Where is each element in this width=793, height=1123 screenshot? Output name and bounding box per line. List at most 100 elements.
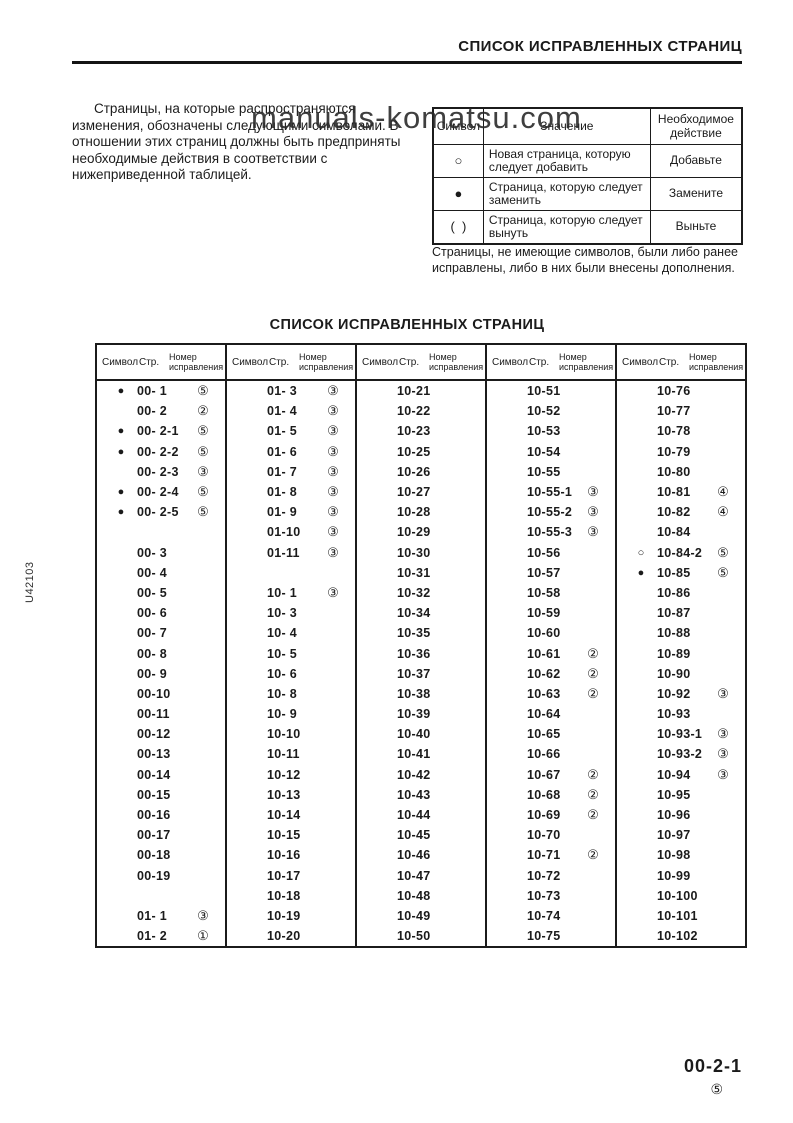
row-revision: ③ xyxy=(587,484,599,500)
row-symbol: ● xyxy=(117,385,125,398)
row-page: 10-59 xyxy=(527,606,561,621)
group-header-page: Стр. xyxy=(659,356,680,368)
row-revision: ⑤ xyxy=(197,504,209,520)
row-page: 10-25 xyxy=(397,444,431,459)
table-row: 10-76 xyxy=(617,381,745,401)
row-revision: ③ xyxy=(327,584,339,600)
row-page: 10-56 xyxy=(527,545,561,560)
row-revision: ③ xyxy=(327,544,339,560)
table-row: 10-51 xyxy=(487,381,615,401)
table-row: 10-70 xyxy=(487,825,615,845)
row-revision: ⑤ xyxy=(717,564,729,580)
row-page: 10-96 xyxy=(657,808,691,823)
row-page: 10-29 xyxy=(397,525,431,540)
row-page: 10-66 xyxy=(527,747,561,762)
revision-table-group: Символ Стр. Номер исправления ● 00- 1 ⑤ 00- 2 ②… xyxy=(97,345,227,947)
legend-meaning: Новая страница, которую следует добавить xyxy=(482,144,651,178)
row-revision: ③ xyxy=(327,443,339,459)
table-row: 10-29 xyxy=(357,522,485,542)
row-page: 10-78 xyxy=(657,424,691,439)
row-page: 10-53 xyxy=(527,424,561,439)
row-revision: ② xyxy=(587,685,599,701)
table-row: 01- 4 ③ xyxy=(227,401,355,421)
table-row: 10- 6 xyxy=(227,664,355,684)
table-row: 10-32 xyxy=(357,583,485,603)
table-row: 10-20 xyxy=(227,926,355,946)
table-row: 01-11 ③ xyxy=(227,543,355,563)
row-page: 10-89 xyxy=(657,646,691,661)
legend-row: ● Страница, которую следует заменить Замен… xyxy=(432,177,743,211)
row-page: 01-10 xyxy=(267,525,301,540)
revision-table-group: Символ Стр. Номер исправления 10-76 10-77 10-… xyxy=(617,345,747,947)
group-header-revnum: Номер исправления xyxy=(299,351,354,373)
row-page: 00- 2-5 xyxy=(137,505,179,520)
table-row: 10-43 xyxy=(357,785,485,805)
row-page: 00-10 xyxy=(137,686,171,701)
row-page: 10-102 xyxy=(657,929,698,944)
row-page: 10-84 xyxy=(657,525,691,540)
table-row: 10-65 xyxy=(487,724,615,744)
row-page: 01- 3 xyxy=(267,384,297,399)
table-row: 10-17 xyxy=(227,866,355,886)
table-row: 10-89 xyxy=(617,643,745,663)
row-page: 10-99 xyxy=(657,868,691,883)
row-page: 01- 4 xyxy=(267,404,297,419)
row-revision: ③ xyxy=(327,524,339,540)
row-page: 10-100 xyxy=(657,888,698,903)
table-row: 10-58 xyxy=(487,583,615,603)
table-row: 10-54 xyxy=(487,442,615,462)
legend-header-symbol: Символ xyxy=(432,107,484,145)
row-page: 01- 9 xyxy=(267,505,297,520)
row-revision: ⑤ xyxy=(717,544,729,560)
table-row: ● 00- 2-5 ⑤ xyxy=(97,502,225,522)
row-page: 10-13 xyxy=(267,787,301,802)
row-page: 00-14 xyxy=(137,767,171,782)
row-page: 10-60 xyxy=(527,626,561,641)
table-row: 10-12 xyxy=(227,765,355,785)
row-page: 10-46 xyxy=(397,848,431,863)
table-row: 01- 8 ③ xyxy=(227,482,355,502)
table-row: 01- 6 ③ xyxy=(227,442,355,462)
row-symbol: ○ xyxy=(637,546,645,559)
table-row: 10- 8 xyxy=(227,684,355,704)
row-page: 10-39 xyxy=(397,707,431,722)
row-page: 01- 2 xyxy=(137,929,167,944)
row-page: 10-57 xyxy=(527,565,561,580)
table-row: 10-72 xyxy=(487,866,615,886)
group-header-revnum: Номер исправления xyxy=(429,351,484,373)
row-page: 10-84-2 xyxy=(657,545,703,560)
table-row: 10- 3 xyxy=(227,603,355,623)
row-symbol: ● xyxy=(117,486,125,499)
table-row: 10-10 xyxy=(227,724,355,744)
row-page: 10-86 xyxy=(657,585,691,600)
row-page: 10-88 xyxy=(657,626,691,641)
table-row: 10-52 xyxy=(487,401,615,421)
table-row: 10-79 xyxy=(617,442,745,462)
row-page: 10-44 xyxy=(397,808,431,823)
row-page: 10-18 xyxy=(267,888,301,903)
table-row: 10-99 xyxy=(617,866,745,886)
table-row: 10-35 xyxy=(357,623,485,643)
row-symbol: ● xyxy=(117,506,125,519)
row-page: 10-37 xyxy=(397,666,431,681)
table-row: 00- 4 xyxy=(97,563,225,583)
table-row: 10-63 ② xyxy=(487,684,615,704)
row-page: 01- 7 xyxy=(267,464,297,479)
row-page: 10-55 xyxy=(527,464,561,479)
row-revision: ② xyxy=(587,807,599,823)
table-row: 10-71 ② xyxy=(487,845,615,865)
group-header-page: Стр. xyxy=(399,356,420,368)
table-row: 10-50 xyxy=(357,926,485,946)
table-row: 10-18 xyxy=(227,886,355,906)
row-page: 10-75 xyxy=(527,929,561,944)
row-page: 10-82 xyxy=(657,505,691,520)
row-page: 01- 5 xyxy=(267,424,297,439)
row-page: 10- 5 xyxy=(267,646,297,661)
table-row: 10-19 xyxy=(227,906,355,926)
row-page: 10-94 xyxy=(657,767,691,782)
row-revision: ② xyxy=(587,786,599,802)
watermark: manuals-komatsu.com xyxy=(251,100,582,135)
group-header-row: Символ Стр. Номер исправления xyxy=(487,345,615,381)
row-page: 10-50 xyxy=(397,929,431,944)
